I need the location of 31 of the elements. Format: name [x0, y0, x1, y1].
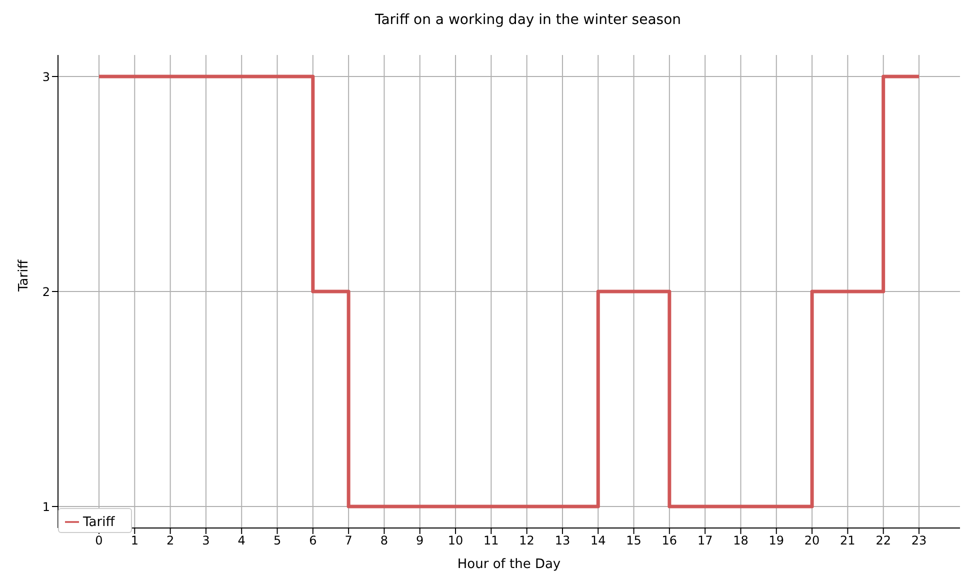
x-tick-label: 16 — [662, 534, 678, 548]
x-tick-label: 12 — [519, 534, 534, 548]
x-tick-label: 15 — [626, 534, 642, 548]
x-tick-label: 20 — [804, 534, 820, 548]
x-tick-label: 13 — [554, 534, 570, 548]
x-tick-label: 8 — [380, 534, 388, 548]
x-axis-title: Hour of the Day — [457, 557, 561, 572]
x-tick-label: 0 — [95, 534, 103, 548]
x-tick-label: 11 — [484, 534, 499, 548]
x-tick-label: 2 — [166, 534, 174, 548]
x-tick-label: 18 — [733, 534, 748, 548]
y-tick-label: 2 — [42, 284, 50, 299]
x-tick-label: 22 — [876, 534, 891, 548]
x-tick-label: 17 — [697, 534, 713, 548]
x-tick-label: 21 — [840, 534, 856, 548]
x-tick-label: 10 — [448, 534, 464, 548]
legend-label: Tariff — [83, 515, 115, 530]
x-tick-label: 14 — [590, 534, 606, 548]
y-tick-label: 3 — [42, 70, 50, 84]
x-tick-label: 7 — [344, 534, 352, 548]
y-tick-label: 1 — [42, 500, 50, 514]
x-tick-label: 1 — [130, 534, 138, 548]
x-tick-label: 5 — [273, 534, 282, 548]
x-tick-label: 23 — [911, 534, 927, 548]
chart-title: Tariff on a working day in the winter season — [374, 12, 682, 28]
x-tick-label: 6 — [309, 534, 317, 548]
x-tick-label: 19 — [768, 534, 784, 548]
x-tick-label: 4 — [238, 534, 246, 548]
y-axis-title: Tariff — [16, 258, 32, 292]
x-tick-label: 3 — [202, 534, 210, 548]
x-tick-label: 9 — [416, 534, 424, 548]
